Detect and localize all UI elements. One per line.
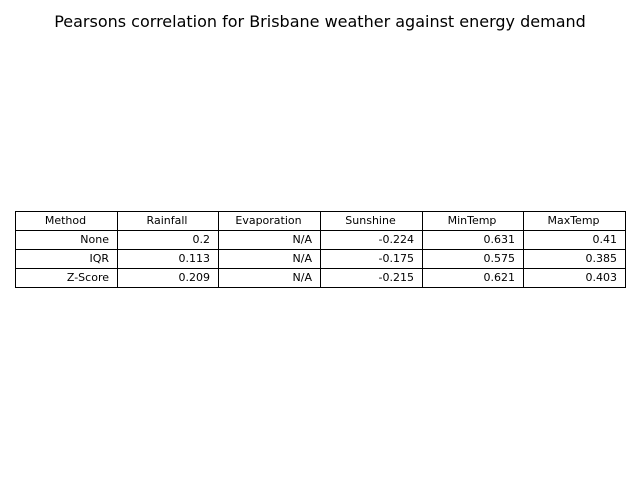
header-row: Method Rainfall Evaporation Sunshine Min…: [15, 211, 626, 231]
correlation-table: Method Rainfall Evaporation Sunshine Min…: [15, 211, 626, 288]
header-maxtemp: MaxTemp: [523, 211, 626, 231]
cell-mintemp: 0.621: [422, 268, 524, 288]
header-evaporation: Evaporation: [218, 211, 321, 231]
cell-sunshine: -0.224: [320, 230, 423, 250]
cell-sunshine: -0.215: [320, 268, 423, 288]
cell-evaporation: N/A: [218, 230, 321, 250]
cell-method: None: [15, 230, 118, 250]
table-row: None 0.2 N/A -0.224 0.631 0.41: [15, 230, 626, 250]
header-mintemp: MinTemp: [422, 211, 524, 231]
cell-evaporation: N/A: [218, 249, 321, 269]
header-rainfall: Rainfall: [117, 211, 219, 231]
cell-rainfall: 0.2: [117, 230, 219, 250]
cell-rainfall: 0.113: [117, 249, 219, 269]
cell-mintemp: 0.631: [422, 230, 524, 250]
cell-evaporation: N/A: [218, 268, 321, 288]
cell-method: IQR: [15, 249, 118, 269]
chart-title: Pearsons correlation for Brisbane weathe…: [54, 12, 586, 31]
cell-method: Z-Score: [15, 268, 118, 288]
table-row: IQR 0.113 N/A -0.175 0.575 0.385: [15, 249, 626, 269]
cell-maxtemp: 0.385: [523, 249, 626, 269]
header-method: Method: [15, 211, 118, 231]
cell-maxtemp: 0.403: [523, 268, 626, 288]
header-sunshine: Sunshine: [320, 211, 423, 231]
cell-rainfall: 0.209: [117, 268, 219, 288]
cell-mintemp: 0.575: [422, 249, 524, 269]
cell-sunshine: -0.175: [320, 249, 423, 269]
cell-maxtemp: 0.41: [523, 230, 626, 250]
table-row: Z-Score 0.209 N/A -0.215 0.621 0.403: [15, 268, 626, 288]
